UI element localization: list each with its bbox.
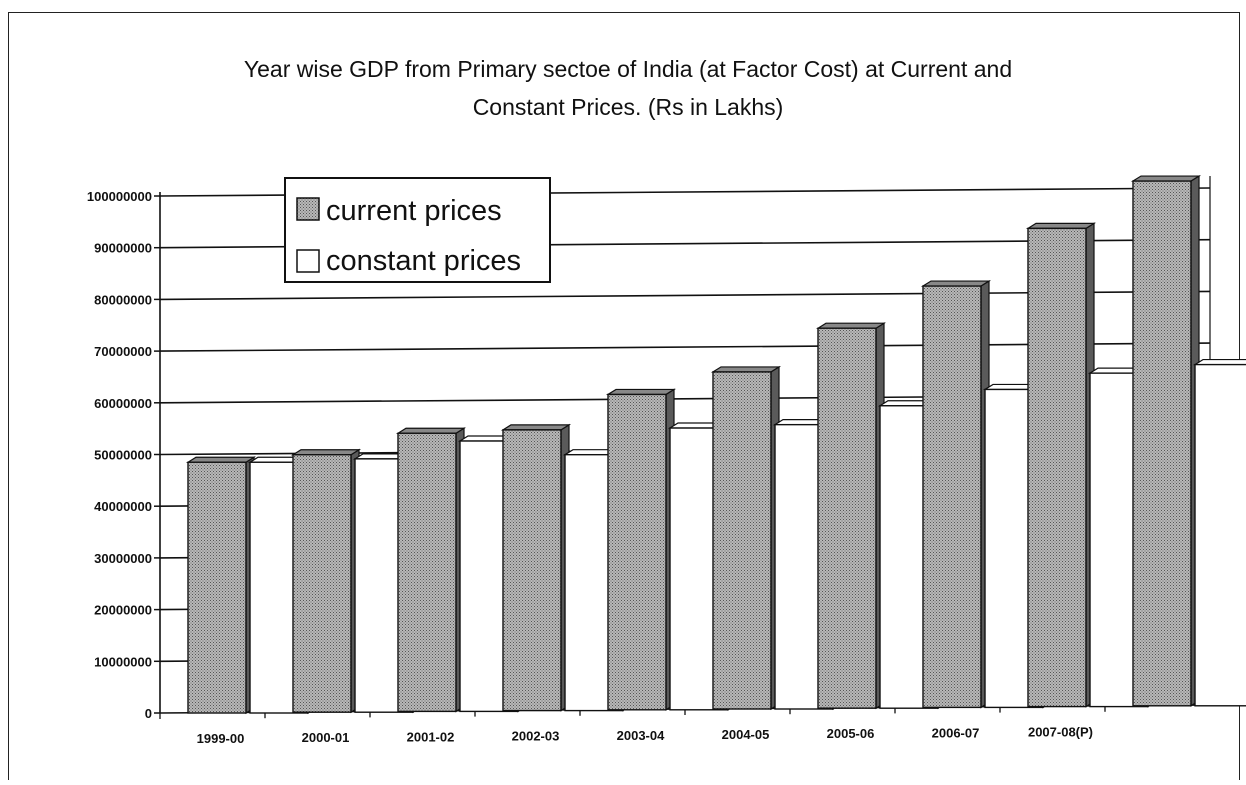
bar-top [815, 322, 887, 329]
y-tick-label: 40000000 [94, 499, 152, 514]
legend-label-current: current prices [326, 195, 502, 227]
chart-title-line-2: Constant Prices. (Rs in Lakhs) [473, 94, 784, 120]
bar-front [187, 461, 247, 714]
bar-front [1194, 363, 1246, 707]
x-tick-label: 2006-07 [932, 725, 980, 740]
bar-front [712, 371, 772, 710]
bar-front [607, 393, 667, 711]
bar-front [292, 454, 352, 713]
bar-current-prices [185, 456, 257, 715]
bar-front [502, 429, 562, 712]
bar-front [397, 432, 457, 713]
bar-current-prices [1130, 174, 1202, 707]
y-tick-label: 80000000 [94, 292, 152, 307]
x-tick-label: 2000-01 [302, 730, 350, 745]
legend-swatch-constant [296, 249, 320, 273]
bar-top [500, 424, 572, 431]
bar-front [922, 285, 982, 709]
x-tick-labels: 1999-00 2000-01 2001-02 2002-03 2003-04 2004-… [197, 725, 1093, 746]
legend-swatch-current [296, 197, 320, 221]
bars [185, 174, 1246, 715]
bar-top [1025, 222, 1097, 229]
bar-current-prices [500, 423, 572, 712]
y-tick-label: 60000000 [94, 396, 152, 411]
bar-current-prices [710, 365, 782, 711]
bar-top [395, 427, 467, 434]
bar-top [185, 456, 257, 463]
x-tick-label: 2007-08(P) [1028, 725, 1093, 740]
x-tick-label: 2005-06 [827, 726, 875, 741]
y-tick-label: 0 [145, 706, 152, 721]
y-tick-label: 100000000 [87, 189, 152, 204]
legend: current prices constant prices [284, 177, 551, 283]
bar-front [1027, 227, 1087, 708]
bar-top [605, 388, 677, 396]
bar-current-prices [1025, 222, 1097, 708]
y-tick-label: 70000000 [94, 344, 152, 359]
x-tick-label: 2003-04 [617, 728, 665, 743]
y-tick-label: 30000000 [94, 551, 152, 566]
bar-top [920, 280, 992, 287]
bar-current-prices [815, 322, 887, 710]
bar-front [1132, 180, 1192, 707]
bar-current-prices [395, 427, 467, 713]
bar-top [1192, 358, 1246, 366]
bar-top [1130, 175, 1202, 182]
x-tick-label: 2002-03 [512, 729, 560, 744]
y-tick-label: 10000000 [94, 654, 152, 669]
y-tick-labels: 0 10000000 20000000 30000000 40000000 5000000… [87, 189, 152, 721]
x-tick-label: 2004-05 [722, 727, 770, 742]
bar-top [290, 449, 362, 456]
x-tick-label: 2001-02 [407, 729, 455, 744]
bar-current-prices [290, 448, 362, 714]
legend-label-constant: constant prices [326, 245, 521, 277]
legend-box [284, 177, 551, 283]
chart-title-line-1: Year wise GDP from Primary sectoe of Ind… [244, 56, 1012, 82]
y-tick-label: 20000000 [94, 603, 152, 618]
bar-top [710, 366, 782, 373]
bar-constant-prices [1192, 358, 1246, 707]
y-tick-label: 90000000 [94, 241, 152, 256]
bar-current-prices [605, 388, 677, 711]
bar-front [817, 327, 877, 709]
bar-current-prices [920, 279, 992, 709]
x-tick-label: 1999-00 [197, 731, 245, 746]
y-tick-label: 50000000 [94, 448, 152, 463]
